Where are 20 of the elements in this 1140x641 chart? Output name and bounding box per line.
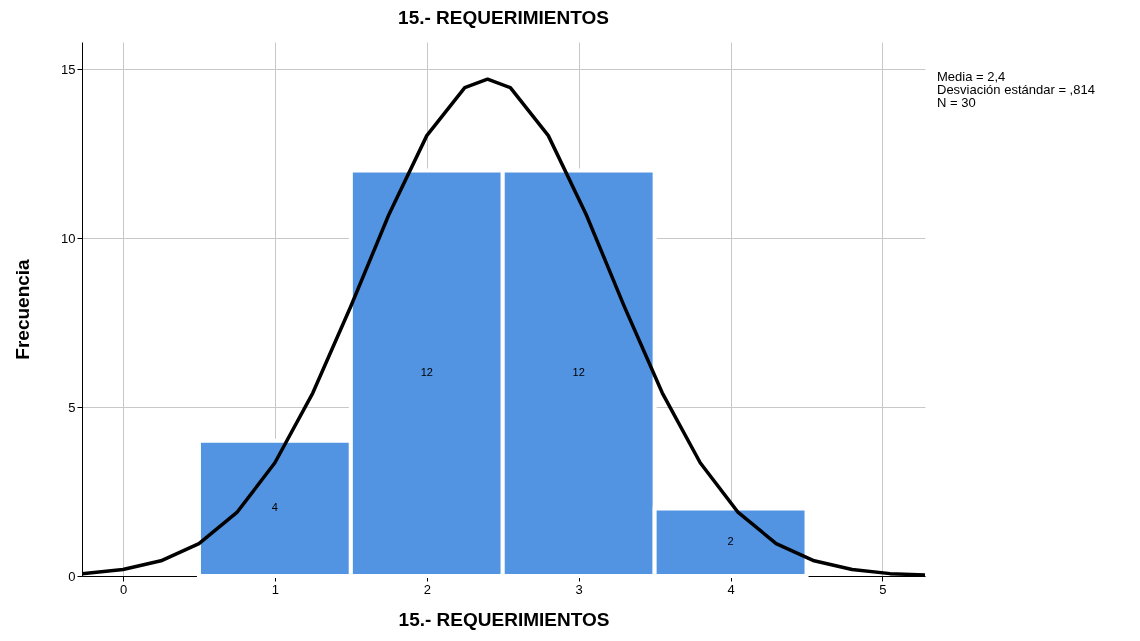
y-tick-label: 0 xyxy=(68,568,76,584)
data-label: 2 xyxy=(727,535,734,548)
x-tick-label: 2 xyxy=(423,581,431,597)
x-tick-label: 4 xyxy=(727,581,735,597)
chart-title: 15.- REQUERIMIENTOS xyxy=(398,7,609,28)
x-tick-label: 5 xyxy=(879,581,887,597)
text: Desviación estándar = ,814 xyxy=(937,82,1095,97)
data-label: 12 xyxy=(572,366,585,379)
y-tick-label: 10 xyxy=(61,230,76,246)
x-axis-title: 15.- REQUERIMIENTOS xyxy=(398,608,610,630)
data-label: 4 xyxy=(271,501,278,514)
x-tick-label: 3 xyxy=(575,581,583,597)
text: N = 30 xyxy=(937,95,977,110)
y-tick-label: 5 xyxy=(68,399,76,415)
y-tick-label: 15 xyxy=(61,61,76,77)
x-tick-label: 0 xyxy=(119,581,128,597)
x-tick-label: 1 xyxy=(271,581,280,597)
y-axis-title: Frecuencia xyxy=(12,258,34,360)
data-label: 12 xyxy=(420,366,433,379)
text: Media = 2,4 xyxy=(937,69,1007,84)
